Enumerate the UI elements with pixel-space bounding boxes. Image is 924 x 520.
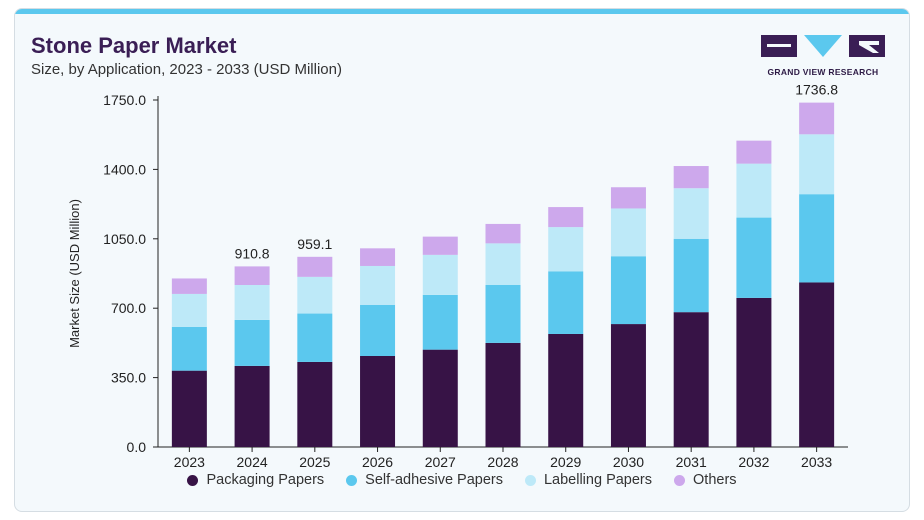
bar-segment-self-adhesive-papers (422, 294, 458, 350)
bar-segment-others (422, 236, 458, 255)
legend-marker (346, 474, 358, 486)
bar-segment-self-adhesive-papers (736, 217, 772, 298)
x-tick-label: 2027 (425, 454, 456, 470)
bar-segment-others (799, 102, 835, 135)
y-tick-label: 1050.0 (103, 231, 146, 247)
legend: Packaging Papers Self-adhesive Papers Labe… (0, 472, 924, 488)
chart-subtitle: Size, by Application, 2023 - 2033 (USD M… (31, 61, 342, 78)
bar-segment-labelling-papers (422, 254, 458, 295)
x-tick-label: 2032 (738, 454, 769, 470)
brand-logo: GRAND VIEW RESEARCH (761, 33, 891, 81)
x-tick-label: 2029 (550, 454, 581, 470)
brand-name: GRAND VIEW RESEARCH (767, 67, 879, 77)
brand-logo-mark (761, 35, 885, 57)
bar-segment-packaging-papers (673, 312, 709, 447)
bar-segment-others (610, 187, 646, 209)
x-tick-label: 2033 (801, 454, 832, 470)
x-tick-label: 2030 (613, 454, 644, 470)
bar-segment-packaging-papers (234, 365, 270, 447)
bar-segment-packaging-papers (799, 282, 835, 447)
bar-segment-self-adhesive-papers (171, 326, 207, 371)
bar-segment-self-adhesive-papers (799, 194, 835, 283)
bar-segment-packaging-papers (610, 324, 646, 447)
bar-segment-others (673, 166, 709, 189)
bar-segment-packaging-papers (360, 355, 396, 447)
x-tick-label: 2024 (237, 454, 268, 470)
bar-segment-labelling-papers (485, 243, 521, 286)
bar-segment-others (485, 223, 521, 244)
x-tick-label: 2028 (487, 454, 518, 470)
bar-segment-self-adhesive-papers (610, 256, 646, 325)
y-tick-label: 1400.0 (103, 161, 146, 177)
bar-segment-others (548, 207, 584, 228)
accent-bar (15, 9, 909, 14)
legend-label: Others (693, 472, 737, 488)
data-label: 959.1 (297, 236, 332, 252)
chart-title: Stone Paper Market (31, 33, 237, 58)
bar-segment-self-adhesive-papers (234, 319, 270, 366)
y-axis-title: Market Size (USD Million) (67, 199, 82, 348)
bar-segment-others (360, 248, 396, 266)
bar-segment-labelling-papers (360, 265, 396, 305)
bar-segment-labelling-papers (610, 208, 646, 257)
y-tick-label: 350.0 (111, 370, 146, 386)
bar-segment-labelling-papers (799, 134, 835, 195)
bar-segment-packaging-papers (297, 361, 333, 447)
bar-segment-packaging-papers (485, 342, 521, 447)
y-tick-label: 1750.0 (103, 92, 146, 108)
legend-item: Self-adhesive Papers (346, 472, 503, 488)
bar-segment-packaging-papers (171, 370, 207, 447)
bar-segment-self-adhesive-papers (548, 271, 584, 334)
bar-segment-labelling-papers (548, 227, 584, 272)
bar-segment-others (297, 256, 333, 277)
y-tick-label: 700.0 (111, 300, 146, 316)
bar-segment-labelling-papers (171, 293, 207, 327)
legend-marker (187, 474, 199, 486)
legend-label: Packaging Papers (206, 472, 325, 488)
x-tick-label: 2026 (362, 454, 393, 470)
legend-marker (674, 474, 686, 486)
legend-item: Labelling Papers (524, 472, 653, 488)
data-label: 1736.8 (795, 82, 838, 98)
bar-segment-packaging-papers (548, 333, 584, 447)
bar-segment-self-adhesive-papers (297, 313, 333, 362)
x-tick-label: 2023 (174, 454, 205, 470)
legend-item: Packaging Papers (187, 472, 324, 488)
bar-segment-others (736, 140, 772, 164)
bar-segment-others (234, 266, 270, 286)
legend-label: Labelling Papers (543, 472, 653, 488)
x-tick-label: 2025 (299, 454, 330, 470)
legend-label: Self-adhesive Papers (365, 472, 503, 488)
x-tick-label: 2031 (676, 454, 707, 470)
bar-segment-packaging-papers (422, 349, 458, 447)
data-label: 910.8 (235, 245, 270, 261)
bar-segment-self-adhesive-papers (485, 285, 521, 343)
bar-segment-labelling-papers (297, 276, 333, 314)
bar-segment-packaging-papers (736, 297, 772, 447)
legend-item: Others (674, 472, 737, 488)
bar-segment-others (171, 278, 207, 294)
bar-segment-labelling-papers (736, 163, 772, 218)
bar-segment-self-adhesive-papers (360, 304, 396, 356)
bar-segment-labelling-papers (234, 285, 270, 320)
bar-segment-labelling-papers (673, 188, 709, 239)
bar-segment-self-adhesive-papers (673, 238, 709, 313)
legend-marker (524, 474, 536, 486)
y-tick-label: 0.0 (127, 439, 147, 455)
